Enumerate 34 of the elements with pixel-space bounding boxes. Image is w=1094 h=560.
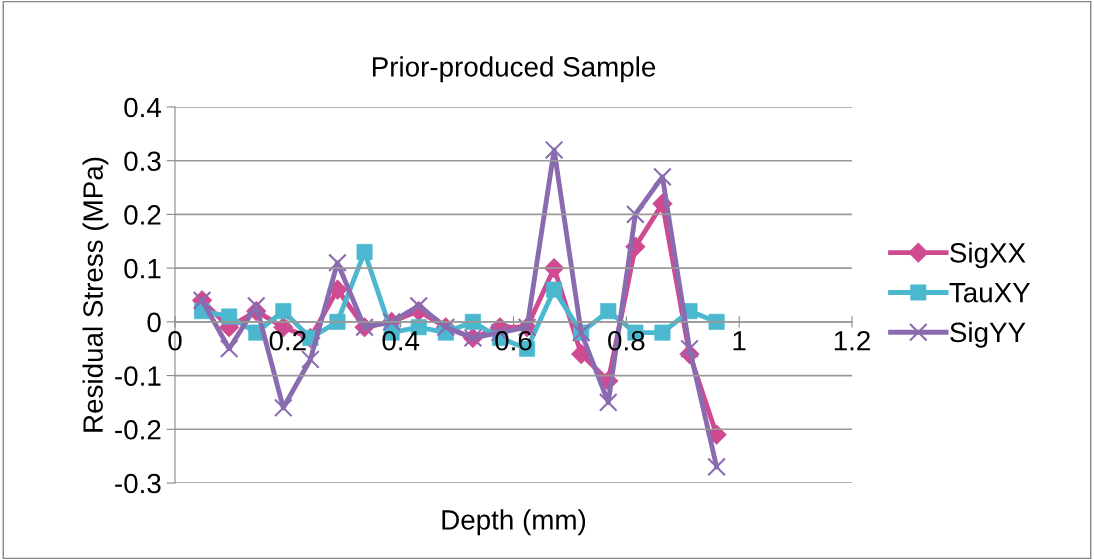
x-tick-label: 1.2 — [834, 330, 870, 351]
point — [275, 303, 292, 320]
y-tick-label: 0.2 — [124, 205, 161, 225]
y-tick-label: 0 — [147, 312, 161, 333]
y-tick-label: -0.1 — [115, 366, 161, 386]
point — [356, 244, 373, 261]
y-tick-label: 0.4 — [124, 97, 161, 118]
point — [707, 457, 726, 477]
point — [301, 350, 320, 369]
x-axis-title: Depth (mm) — [442, 509, 586, 536]
legend-label: SigXX — [950, 242, 1026, 269]
point — [546, 281, 563, 298]
x-tick-label: 1 — [733, 331, 746, 351]
point — [600, 303, 617, 320]
chart-title: Prior-produced Sample — [372, 56, 656, 83]
point — [246, 296, 266, 316]
point — [653, 167, 672, 187]
point — [680, 339, 699, 359]
y-tick-label: -0.3 — [115, 473, 161, 494]
legend-label: SigYY — [950, 321, 1026, 348]
y-axis-title: Residual Stress (MPa) — [82, 157, 109, 432]
y-tick-label: -0.2 — [115, 419, 161, 440]
point — [409, 296, 429, 316]
point — [328, 253, 347, 273]
point — [273, 398, 293, 418]
point — [544, 140, 564, 160]
y-tick-label: 0.3 — [124, 151, 161, 172]
legend-label: TauXY — [949, 283, 1031, 303]
point — [219, 339, 239, 359]
y-tick-label: 0.1 — [124, 258, 161, 279]
x-tick-label: 0.4 — [382, 330, 420, 351]
x-tick-label: 0 — [168, 330, 182, 351]
point — [598, 393, 618, 412]
point — [625, 205, 645, 224]
